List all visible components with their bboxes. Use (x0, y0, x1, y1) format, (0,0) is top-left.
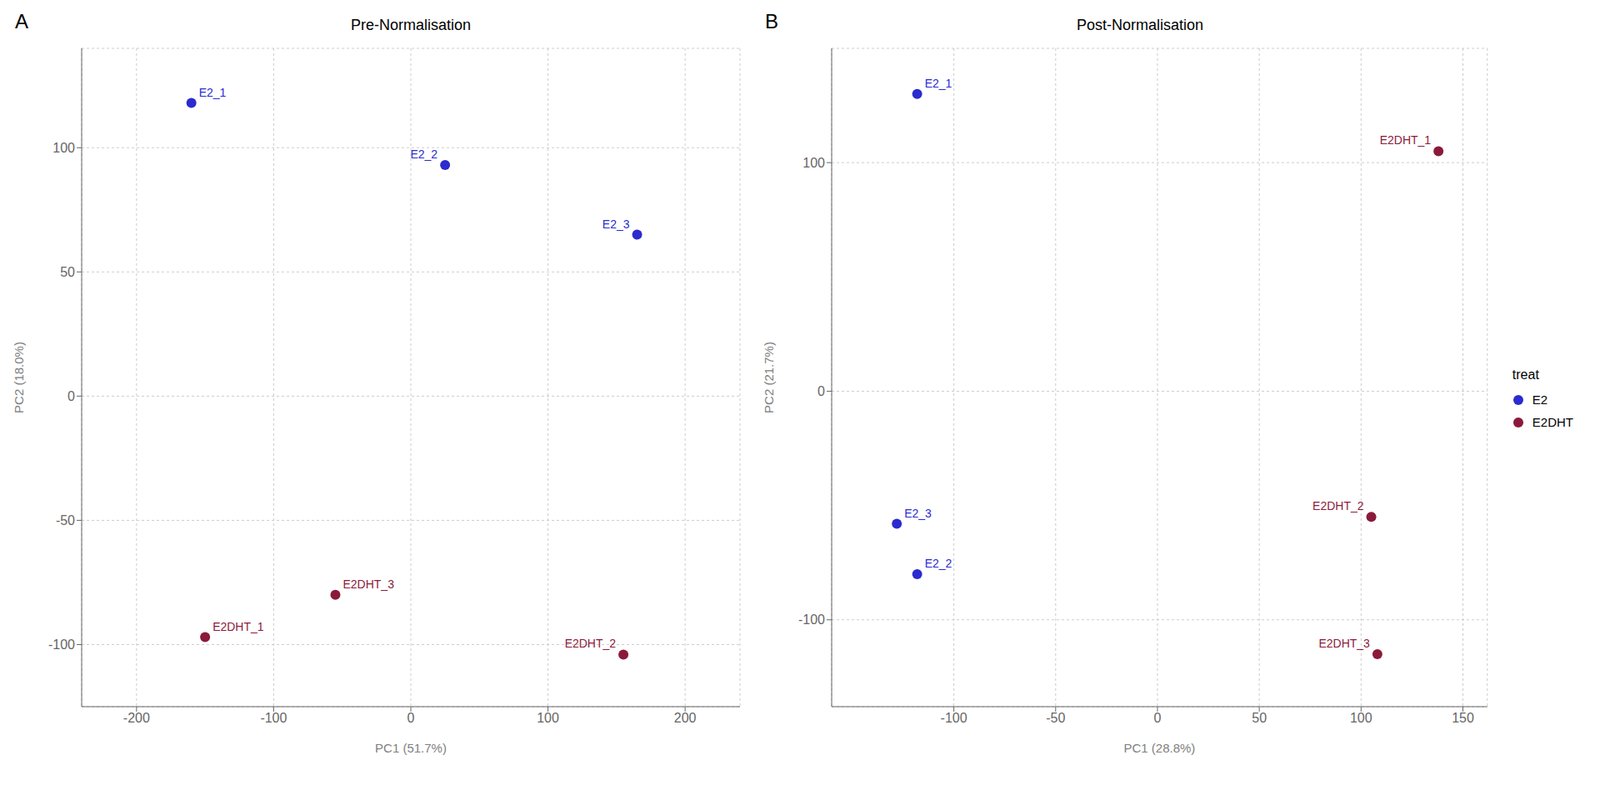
svg-text:E2_2: E2_2 (410, 147, 438, 161)
svg-text:E2DHT_3: E2DHT_3 (342, 577, 395, 591)
svg-text:100: 100 (1350, 710, 1373, 725)
svg-text:E2DHT_3: E2DHT_3 (1318, 636, 1370, 650)
html-text:A: A (15, 10, 29, 33)
svg-text:E2DHT_1: E2DHT_1 (212, 620, 265, 634)
svg-text:-100: -100 (798, 612, 825, 627)
svg-text:50: 50 (1251, 710, 1267, 725)
svg-text:-50: -50 (1045, 710, 1065, 725)
svg-text:0: 0 (407, 710, 415, 725)
svg-text:0: 0 (1154, 710, 1162, 725)
svg-text:PC1 (28.8%): PC1 (28.8%) (1123, 740, 1195, 755)
svg-text:E2DHT_1: E2DHT_1 (1380, 133, 1432, 147)
svg-text:100: 100 (802, 155, 825, 170)
html-text:E2: E2 (1532, 392, 1548, 407)
html-text:B: B (765, 10, 779, 33)
svg-text:-100: -100 (48, 637, 75, 652)
svg-text:-100: -100 (940, 710, 968, 725)
svg-text:-100: -100 (260, 710, 287, 725)
svg-text:E2_3: E2_3 (904, 506, 932, 520)
svg-text:150: 150 (1451, 710, 1475, 725)
svg-text:200: 200 (674, 710, 697, 725)
svg-text:E2_3: E2_3 (602, 217, 630, 231)
html-text:treat: treat (1512, 367, 1539, 382)
svg-text:0: 0 (67, 389, 75, 404)
svg-text:50: 50 (60, 265, 75, 280)
html-text:E2DHT: E2DHT (1532, 415, 1574, 430)
svg-text:PC2 (18.0%): PC2 (18.0%) (11, 341, 26, 414)
svg-text:0: 0 (817, 384, 825, 399)
svg-text:-50: -50 (55, 513, 75, 528)
svg-text:E2DHT_2: E2DHT_2 (1312, 499, 1365, 513)
svg-text:E2_2: E2_2 (925, 556, 953, 570)
svg-text:-200: -200 (123, 710, 150, 725)
html-text:Pre-Normalisation: Pre-Normalisation (350, 16, 471, 34)
svg-text:100: 100 (52, 140, 75, 155)
svg-text:E2_1: E2_1 (199, 85, 227, 100)
svg-text:E2DHT_2: E2DHT_2 (565, 636, 617, 650)
html-text:Post-Normalisation: Post-Normalisation (1076, 16, 1204, 34)
svg-text:E2_1: E2_1 (925, 76, 953, 90)
svg-text:PC2 (21.7%): PC2 (21.7%) (761, 341, 776, 414)
svg-text:100: 100 (536, 710, 560, 725)
svg-text:PC1 (51.7%): PC1 (51.7%) (375, 740, 447, 755)
